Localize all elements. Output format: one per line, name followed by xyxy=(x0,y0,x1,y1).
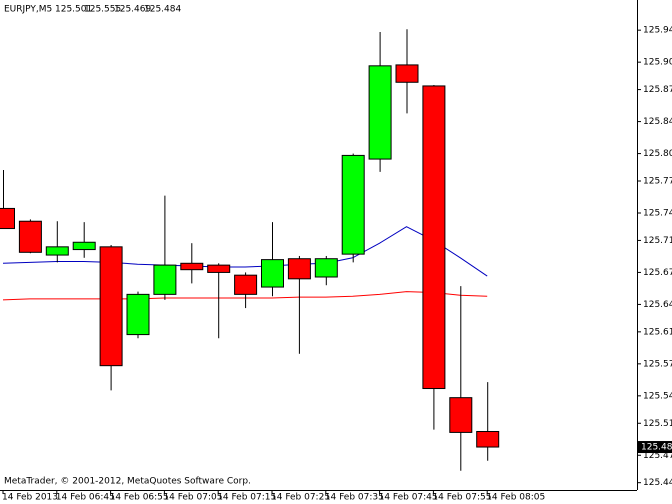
x-tick-label: 14 Feb 06:45 xyxy=(56,493,115,503)
candle-body xyxy=(287,258,311,280)
candle-body xyxy=(0,207,15,230)
candle-body xyxy=(153,264,177,295)
moving-average xyxy=(2,226,488,277)
y-tick-label: 125.875 xyxy=(643,85,672,95)
candle-body xyxy=(180,262,204,271)
y-tick-label: 125.640 xyxy=(643,300,672,310)
candle-body xyxy=(234,274,258,295)
plot-area xyxy=(0,29,500,471)
y-tick-label: 125.445 xyxy=(643,478,672,488)
x-tick-label: 14 Feb 07:05 xyxy=(163,493,222,503)
y-tick-label: 125.940 xyxy=(643,26,672,36)
y-tick-label: 125.840 xyxy=(643,117,672,127)
x-tick-label: 14 Feb 08:05 xyxy=(486,493,545,503)
x-tick-label: 14 Feb 06:55 xyxy=(110,493,169,503)
y-tick-label: 125.805 xyxy=(643,149,672,159)
candle-body xyxy=(476,430,500,448)
y-tick-label: 125.475 xyxy=(643,451,672,461)
candle-body xyxy=(341,154,365,255)
candle-body xyxy=(422,85,446,390)
x-tick-label: 14 Feb 07:45 xyxy=(379,493,438,503)
y-tick-label: 125.675 xyxy=(643,268,672,278)
y-tick-label: 125.740 xyxy=(643,209,672,219)
x-tick-label: 14 Feb 07:55 xyxy=(432,493,491,503)
y-tick-label: 125.540 xyxy=(643,391,672,401)
x-tick-label: 14 Feb 2013 xyxy=(2,493,58,503)
candle-body xyxy=(126,293,150,336)
header-open: 125.501 xyxy=(55,5,92,15)
x-tick-label: 14 Feb 07:35 xyxy=(325,493,384,503)
header-close: 125.484 xyxy=(144,5,181,15)
y-tick-label: 125.710 xyxy=(643,236,672,246)
candle-body xyxy=(45,246,69,256)
candle-body xyxy=(314,258,338,278)
candle-body xyxy=(207,264,231,273)
y-tick-label: 125.905 xyxy=(643,58,672,68)
candle-body xyxy=(261,259,284,288)
candle-body xyxy=(395,64,419,83)
x-tick-label: 14 Feb 07:15 xyxy=(217,493,276,503)
price-label: 125.484 xyxy=(641,443,672,453)
y-tick-label: 125.610 xyxy=(643,327,672,337)
candle-body xyxy=(72,241,96,251)
footer: MetaTrader, © 2001-2012, MetaQuotes Soft… xyxy=(4,477,251,487)
y-tick-label: 125.510 xyxy=(643,419,672,429)
price-box xyxy=(637,441,672,454)
candle-body xyxy=(99,246,123,367)
x-tick-label: 14 Feb 07:25 xyxy=(271,493,330,503)
candle-body xyxy=(18,220,42,253)
y-tick-label: 125.775 xyxy=(643,177,672,187)
header-low: 125.469 xyxy=(114,5,151,15)
candle-body xyxy=(449,397,473,433)
candle-body xyxy=(368,65,392,160)
y-tick-label: 125.575 xyxy=(643,359,672,369)
header-high: 125.555 xyxy=(84,5,121,15)
symbol: EURJPY,M5 xyxy=(4,5,52,15)
